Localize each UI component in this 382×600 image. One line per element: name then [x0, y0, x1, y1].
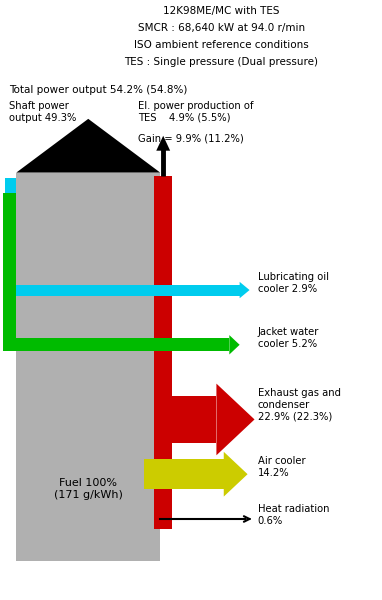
Polygon shape [224, 452, 248, 497]
Bar [144, 459, 154, 489]
Bar [3, 338, 160, 351]
Text: Shaft power
output 49.3%: Shaft power output 49.3% [9, 101, 77, 122]
Text: Gain = 9.9% (11.2%): Gain = 9.9% (11.2%) [138, 134, 244, 144]
Text: Fuel 100%
(171 g/kWh): Fuel 100% (171 g/kWh) [54, 478, 123, 500]
Text: Heat radiation
0.6%: Heat radiation 0.6% [257, 504, 329, 526]
Bar [160, 284, 240, 296]
Bar [144, 459, 224, 489]
Text: TES : Single pressure (Dual pressure): TES : Single pressure (Dual pressure) [124, 57, 318, 67]
Polygon shape [16, 119, 160, 173]
Bar [160, 338, 229, 351]
Bar [154, 176, 172, 529]
Bar [5, 178, 16, 296]
Polygon shape [229, 335, 240, 355]
Bar [16, 173, 160, 340]
Text: SMCR : 68,640 kW at 94.0 r/min: SMCR : 68,640 kW at 94.0 r/min [138, 23, 305, 33]
Text: 12K98ME/MC with TES: 12K98ME/MC with TES [163, 7, 280, 16]
Text: ISO ambient reference conditions: ISO ambient reference conditions [134, 40, 309, 50]
Bar [154, 284, 160, 296]
Text: Total power output 54.2% (54.8%): Total power output 54.2% (54.8%) [9, 85, 188, 95]
Bar [16, 340, 160, 561]
Text: Lubricating oil
cooler 2.9%: Lubricating oil cooler 2.9% [257, 272, 329, 294]
Polygon shape [156, 136, 170, 151]
Bar [154, 395, 217, 443]
Bar [5, 284, 160, 296]
Text: El. power production of
TES    4.9% (5.5%): El. power production of TES 4.9% (5.5%) [138, 101, 254, 122]
Text: Exhaust gas and
condenser
22.9% (22.3%): Exhaust gas and condenser 22.9% (22.3%) [257, 388, 340, 421]
Polygon shape [217, 383, 254, 455]
Text: Jacket water
cooler 5.2%: Jacket water cooler 5.2% [257, 327, 319, 349]
Bar [154, 338, 160, 351]
Polygon shape [240, 282, 249, 298]
Text: Air cooler
14.2%: Air cooler 14.2% [257, 457, 305, 478]
Bar [3, 193, 16, 351]
